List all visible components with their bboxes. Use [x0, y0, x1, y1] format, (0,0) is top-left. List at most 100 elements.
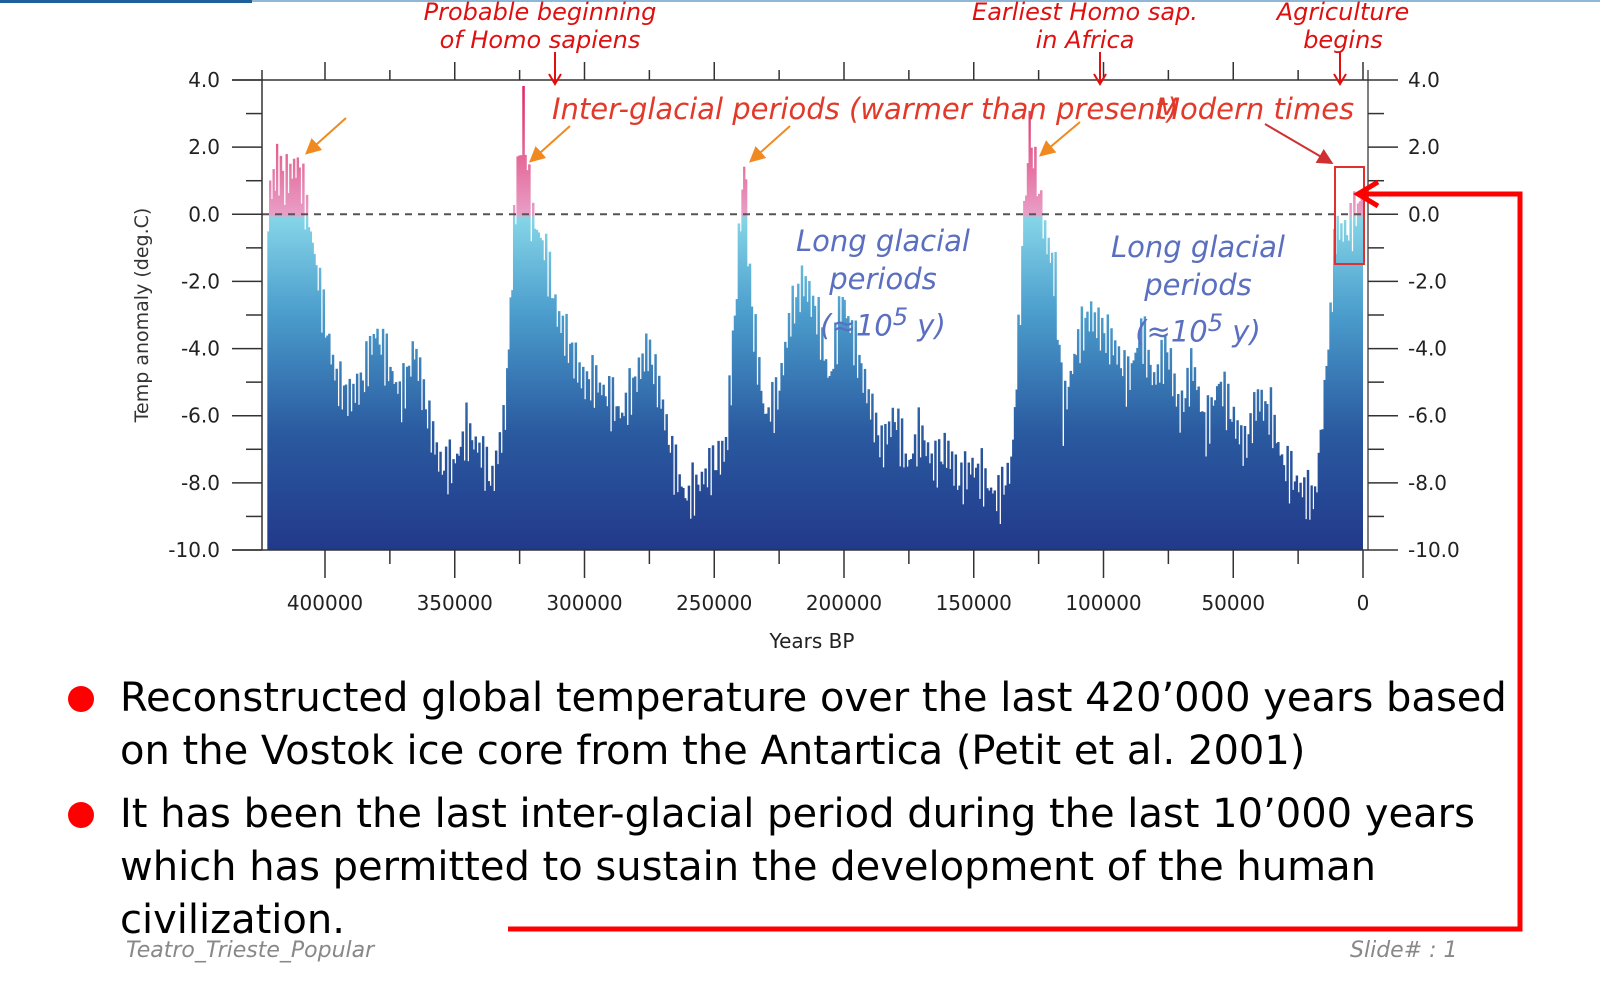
temperature-bar	[439, 451, 442, 550]
temperature-bar	[665, 414, 668, 550]
y-tick-label-right: 4.0	[1408, 68, 1440, 92]
temperature-bar	[1008, 483, 1011, 550]
temperature-bar	[975, 467, 978, 550]
temperature-bar	[810, 316, 813, 550]
temperature-bar	[958, 485, 961, 550]
temperature-bar	[496, 464, 500, 550]
temperature-bar	[858, 354, 861, 550]
temperature-bar	[843, 299, 846, 550]
temperature-bar	[342, 385, 346, 550]
temperature-bar	[852, 365, 856, 550]
temperature-bar	[1175, 406, 1178, 550]
temperature-bar	[1284, 481, 1288, 550]
temperature-bar	[578, 362, 581, 550]
temperature-bar	[715, 470, 718, 550]
temperature-bar	[433, 454, 437, 550]
y-tick-label: -6.0	[181, 404, 220, 428]
temperature-bar	[811, 295, 815, 550]
temperature-bar	[1225, 430, 1228, 550]
temperature-bar	[350, 411, 353, 550]
temperature-bar	[1082, 350, 1085, 550]
temperature-bar	[593, 407, 596, 550]
temperature-bar	[428, 400, 431, 550]
temperature-bar	[402, 363, 405, 550]
temperature-bar	[661, 399, 665, 550]
temperature-bar	[1178, 432, 1182, 550]
temperature-bar	[685, 500, 689, 550]
temperature-bar	[728, 375, 731, 550]
temperature-bar	[1134, 352, 1137, 550]
temperature-bar	[376, 328, 379, 550]
glacial-duration: (≈105 y)	[752, 298, 1014, 345]
arrowhead-icon	[1353, 179, 1380, 209]
temperature-bar	[1139, 318, 1143, 550]
temperature-bar	[982, 506, 985, 550]
temperature-bar	[472, 449, 476, 550]
temperature-bar	[305, 194, 309, 550]
temperature-bar	[815, 334, 819, 550]
temperature-bar	[368, 335, 372, 550]
temperature-bar	[1186, 367, 1189, 550]
temperature-bar	[676, 492, 680, 550]
temperature-bar	[1086, 311, 1089, 550]
temperature-bar	[546, 296, 550, 550]
temperature-bar	[1202, 412, 1206, 550]
temperature-bar	[1306, 469, 1310, 550]
temperature-bar	[474, 436, 477, 550]
temperature-bar	[1028, 110, 1031, 550]
temperature-bar	[700, 471, 704, 550]
temperature-bar	[454, 463, 457, 550]
temperature-bar	[702, 484, 705, 550]
temperature-bar	[565, 313, 568, 550]
temperature-bar	[906, 466, 909, 550]
temperature-bar	[1119, 368, 1123, 550]
temperature-bar	[1258, 411, 1262, 550]
temperature-bar	[329, 364, 333, 550]
temperature-bar	[1158, 382, 1161, 550]
temperature-bar	[711, 445, 715, 550]
temperature-bar	[978, 498, 982, 550]
temperature-bar	[1143, 316, 1147, 550]
temperature-bar	[357, 404, 361, 550]
temperature-bar	[352, 383, 355, 550]
temperature-bar	[791, 285, 794, 550]
temperature-bar	[1190, 348, 1193, 550]
temperature-bar	[698, 491, 702, 550]
temperature-bar	[748, 263, 752, 550]
temperature-bar	[1264, 401, 1267, 550]
temperature-bar	[1032, 168, 1035, 550]
temperature-bar	[832, 368, 835, 550]
temperature-bar	[1295, 475, 1299, 550]
temperature-bar	[1345, 235, 1349, 551]
annotation-interglacial: Inter-glacial periods (warmer than prese…	[552, 92, 1179, 126]
bullet-text: Reconstructed global temperature over th…	[120, 675, 1507, 774]
temperature-bar	[750, 306, 754, 550]
temperature-bar	[919, 457, 922, 550]
temperature-bar	[746, 266, 750, 550]
temperature-bar	[461, 431, 465, 550]
temperature-bar	[1076, 329, 1080, 550]
temperature-bar	[1215, 386, 1219, 550]
temperature-bar	[1188, 406, 1191, 550]
temperature-bar	[300, 203, 303, 550]
temperature-bar	[563, 355, 566, 550]
temperature-bar	[1199, 411, 1202, 550]
temperature-bar	[378, 344, 381, 550]
y-tick-label: 2.0	[188, 135, 220, 159]
temperature-bar	[1254, 420, 1258, 550]
temperature-bar	[995, 511, 998, 550]
temperature-bar	[1329, 302, 1332, 550]
y-tick-label-right: -4.0	[1408, 337, 1447, 361]
temperature-bar	[839, 324, 843, 550]
temperature-bar	[808, 280, 811, 550]
temperature-bar	[1206, 395, 1210, 550]
temperature-bar	[407, 365, 411, 550]
temperature-bar	[756, 384, 759, 550]
temperature-bar	[669, 452, 672, 550]
temperature-bar	[774, 377, 778, 550]
temperature-bar	[413, 359, 416, 550]
temperature-bar	[424, 409, 427, 550]
temperature-bar	[731, 330, 735, 550]
y-tick-label-right: -6.0	[1408, 404, 1447, 428]
temperature-bar	[1336, 215, 1339, 551]
